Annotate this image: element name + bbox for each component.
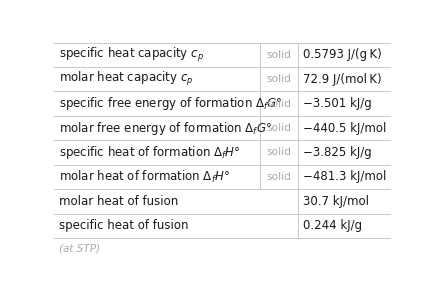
Text: 72.9 J/(mol K): 72.9 J/(mol K) [303, 73, 381, 86]
Text: solid: solid [266, 50, 291, 60]
Text: specific heat of fusion: specific heat of fusion [59, 219, 188, 232]
Text: specific heat of formation $\Delta_f H°$: specific heat of formation $\Delta_f H°$ [59, 144, 240, 161]
Text: solid: solid [266, 148, 291, 157]
Text: molar heat of fusion: molar heat of fusion [59, 195, 178, 208]
Text: solid: solid [266, 123, 291, 133]
Text: solid: solid [266, 172, 291, 182]
Text: −3.825 kJ/g: −3.825 kJ/g [303, 146, 372, 159]
Text: 0.5793 J/(g K): 0.5793 J/(g K) [303, 48, 381, 61]
Text: −481.3 kJ/mol: −481.3 kJ/mol [303, 170, 386, 184]
Text: molar heat capacity $c_p$: molar heat capacity $c_p$ [59, 70, 194, 88]
Text: solid: solid [266, 74, 291, 84]
Text: −3.501 kJ/g: −3.501 kJ/g [303, 97, 372, 110]
Text: (at STP): (at STP) [59, 244, 100, 254]
Text: molar free energy of formation $\Delta_f G°$: molar free energy of formation $\Delta_f… [59, 120, 272, 137]
Text: specific free energy of formation $\Delta_f G°$: specific free energy of formation $\Delt… [59, 95, 282, 112]
Text: 0.244 kJ/g: 0.244 kJ/g [303, 219, 362, 232]
Text: −440.5 kJ/mol: −440.5 kJ/mol [303, 121, 386, 135]
Text: specific heat capacity $c_p$: specific heat capacity $c_p$ [59, 46, 204, 64]
Text: solid: solid [266, 99, 291, 109]
Text: 30.7 kJ/mol: 30.7 kJ/mol [303, 195, 369, 208]
Text: molar heat of formation $\Delta_f H°$: molar heat of formation $\Delta_f H°$ [59, 169, 230, 185]
